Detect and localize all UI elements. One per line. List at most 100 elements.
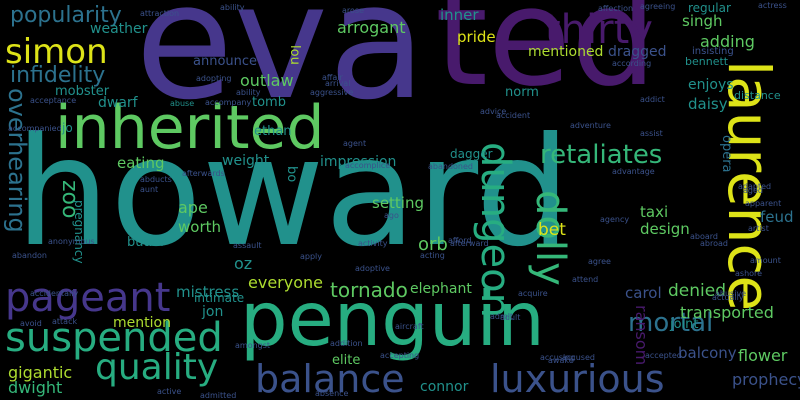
word-arose: arose (342, 6, 364, 15)
word-outlaw: outlaw (240, 71, 294, 90)
word-norm: norm (505, 85, 539, 100)
word-denied: denied (668, 281, 726, 301)
word-butler: butler (127, 235, 166, 250)
word-penguin: penguin (240, 275, 545, 363)
word-adventure: adventure (570, 121, 611, 130)
word-mortal: mortal (628, 308, 714, 338)
word-distance: distance (734, 89, 781, 102)
word-everyone: everyone (248, 273, 323, 292)
word-pregnancy: pregnancy (72, 200, 86, 264)
word-awake: awake (548, 356, 574, 365)
word-afterwards: afterwards (182, 169, 225, 178)
word-admit: admit (490, 312, 514, 321)
word-accepting: accepting (380, 351, 420, 360)
word-attack: attack (52, 317, 78, 326)
word-pride: pride (457, 28, 496, 46)
word-feud: feud (760, 208, 794, 226)
word-enjoys: enjoys (688, 77, 734, 93)
word-agree: agree (588, 257, 611, 266)
word-aged: aged (743, 186, 763, 195)
word-worth: worth (178, 218, 222, 236)
word-arrival: arrival (325, 79, 351, 88)
word-actually: actually (712, 293, 744, 302)
word-impression: impression (320, 154, 397, 170)
word-adoptive: adoptive (355, 264, 390, 273)
word-simon: simon (5, 32, 108, 72)
word-acceptance: acceptance (30, 96, 77, 105)
word-accepted: accepted (645, 351, 682, 360)
word-thirty: thirty (545, 7, 653, 53)
word-abducts: abducts (140, 175, 172, 184)
word-adult: adult (500, 313, 521, 322)
word-ability: ability (220, 3, 245, 12)
word-retaliates: retaliates (540, 140, 663, 170)
word-insisting: insisting (692, 46, 734, 57)
word-orb: orb (418, 234, 448, 255)
word-design: design (640, 220, 690, 238)
word-connor: connor (420, 379, 469, 395)
word-tomb: tomb (252, 95, 286, 110)
word-addition: addition (330, 339, 363, 348)
word-singh: singh (682, 12, 723, 30)
word-abandon: abandon (12, 251, 47, 260)
word-pageant: pageant (5, 275, 171, 321)
word-acting: acting (420, 251, 445, 260)
word-accusing: accusing (540, 353, 576, 362)
word-inner: inner (440, 6, 479, 24)
word-popularity: popularity (10, 3, 122, 28)
word-eating: eating (117, 154, 165, 172)
word-adopting: adopting (196, 74, 232, 83)
word-balcony: balcony (678, 344, 737, 362)
word-attraction: attraction (140, 9, 180, 18)
word-mobster: mobster (55, 84, 110, 99)
word-jon: jon (202, 304, 224, 320)
word-elite: elite (332, 353, 361, 368)
word-affair: affair (322, 73, 343, 82)
word-prophecy: prophecy (732, 370, 800, 389)
word-avoid: avoid (20, 319, 42, 328)
word-abusive: abusive (715, 289, 747, 298)
word-elephant: elephant (410, 281, 472, 297)
word-abandoned: abandoned (428, 162, 473, 171)
word-luxurious: luxurious (490, 357, 665, 400)
word-flower: flower (738, 346, 788, 365)
word-transported: transported (680, 303, 774, 322)
word-infidelity: infidelity (10, 63, 106, 88)
word-ability: ability (236, 88, 261, 97)
word-activity: activity (358, 239, 388, 248)
word-advantage: advantage (612, 167, 655, 176)
word-aboard: aboard (690, 232, 719, 241)
word-advice: advice (480, 107, 507, 116)
word-carol: carol (625, 284, 662, 302)
word-amongst: amongst (235, 341, 271, 350)
word-assault: assault (233, 241, 262, 250)
word-aircraft: aircraft (395, 322, 424, 331)
word-weight: weight (222, 153, 270, 169)
word-aggressive: aggressive (310, 88, 354, 97)
word-adding: adding (700, 32, 755, 51)
word-mention: mention (113, 315, 171, 331)
word-regular: regular (688, 1, 731, 15)
word-agency: agency (600, 215, 630, 224)
word-accident: accident (496, 111, 531, 120)
word-assist: assist (640, 129, 663, 138)
word-eva: eva (135, 0, 427, 135)
word-gigantic: gigantic (8, 363, 73, 382)
word-opera: opera (719, 135, 734, 173)
word-inherited: inherited (55, 93, 325, 163)
word-bet: bet (538, 220, 566, 240)
word-quality: quality (95, 347, 219, 388)
word-oz: oz (234, 254, 253, 273)
word-acquire: acquire (518, 289, 548, 298)
word-dragged: dragged (608, 44, 667, 60)
word-actress: actress (758, 1, 787, 10)
word-adapted: adapted (738, 182, 772, 191)
word-artist: artist (748, 224, 769, 233)
word-mentioned: mentioned (528, 44, 604, 60)
word-ago: ago (384, 211, 399, 220)
word-howard: howard (15, 106, 571, 280)
word-taxi: taxi (640, 203, 669, 221)
word-affection: affection (598, 4, 634, 13)
word-announce: announce (193, 54, 258, 69)
